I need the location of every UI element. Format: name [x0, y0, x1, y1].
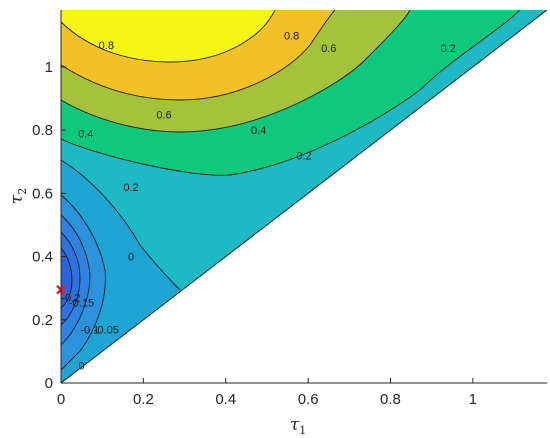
contour-line-0.4	[61, 10, 411, 133]
contour-level-label: 0.2	[296, 150, 311, 162]
contour-level-label: 0.2	[123, 182, 138, 194]
contour-level-label: 0.8	[284, 30, 299, 42]
contour-level-label: 0.6	[156, 109, 171, 121]
contour-level-label: -0.15	[69, 297, 94, 309]
y-tick-label: 0	[45, 375, 53, 392]
y-tick-label: 0.4	[32, 249, 53, 266]
x-axis-title: τ1	[290, 415, 306, 437]
contour-level-label: 0.4	[78, 128, 93, 140]
contour-line-0.8	[61, 10, 276, 63]
contour-level-label: 0.8	[99, 40, 114, 52]
y-tick-label: 0.8	[32, 122, 53, 139]
band-above-0.8	[61, 10, 275, 62]
x-tick-label: 0.2	[133, 391, 154, 408]
contour-line-neg-0.1	[61, 214, 91, 346]
y-axis-title: τ2	[7, 188, 29, 204]
y-tick-label: 1	[45, 59, 53, 76]
contour-line-0	[61, 159, 181, 291]
contour-line-neg-0.05	[61, 194, 106, 371]
contour-level-label: -0.05	[94, 324, 119, 336]
contour-level-label: -0.1	[80, 324, 99, 336]
x-ticks: 0 0.2 0.4 0.6 0.8 1	[57, 378, 477, 408]
diagonal-boundary	[61, 10, 547, 383]
contour-line-neg-0.15	[61, 231, 81, 326]
contour-line-0.6	[61, 10, 336, 101]
plot-area	[61, 10, 547, 383]
x-tick-label: 0	[57, 391, 65, 408]
contour-line-0.2	[61, 10, 521, 176]
contour-labels: 0.8 0.8 0.6 0.6 0.4 0.4 0.2 0.2 0.2 0 -0.2-0.15 -0.…	[61, 30, 455, 372]
contour-level-label: 0.2	[441, 43, 456, 55]
y-tick-label: 0.6	[32, 185, 53, 202]
contour-level-label: -0.2	[61, 293, 80, 305]
x-tick-label: 1	[469, 391, 477, 408]
y-ticks: 0 0.2 0.4 0.6 0.8 1	[32, 59, 66, 392]
x-tick-label: 0.4	[215, 391, 236, 408]
contour-level-label: 0.4	[251, 125, 266, 137]
contour-level-label: 0	[128, 252, 134, 264]
contour-level-label: 0	[79, 361, 85, 373]
x-tick-label: 0.6	[298, 391, 319, 408]
contour-level-label: 0.6	[321, 43, 336, 55]
x-tick-label: 0.8	[380, 391, 401, 408]
y-tick-label: 0.2	[32, 312, 53, 329]
contour-line-neg-0.2	[61, 247, 73, 309]
